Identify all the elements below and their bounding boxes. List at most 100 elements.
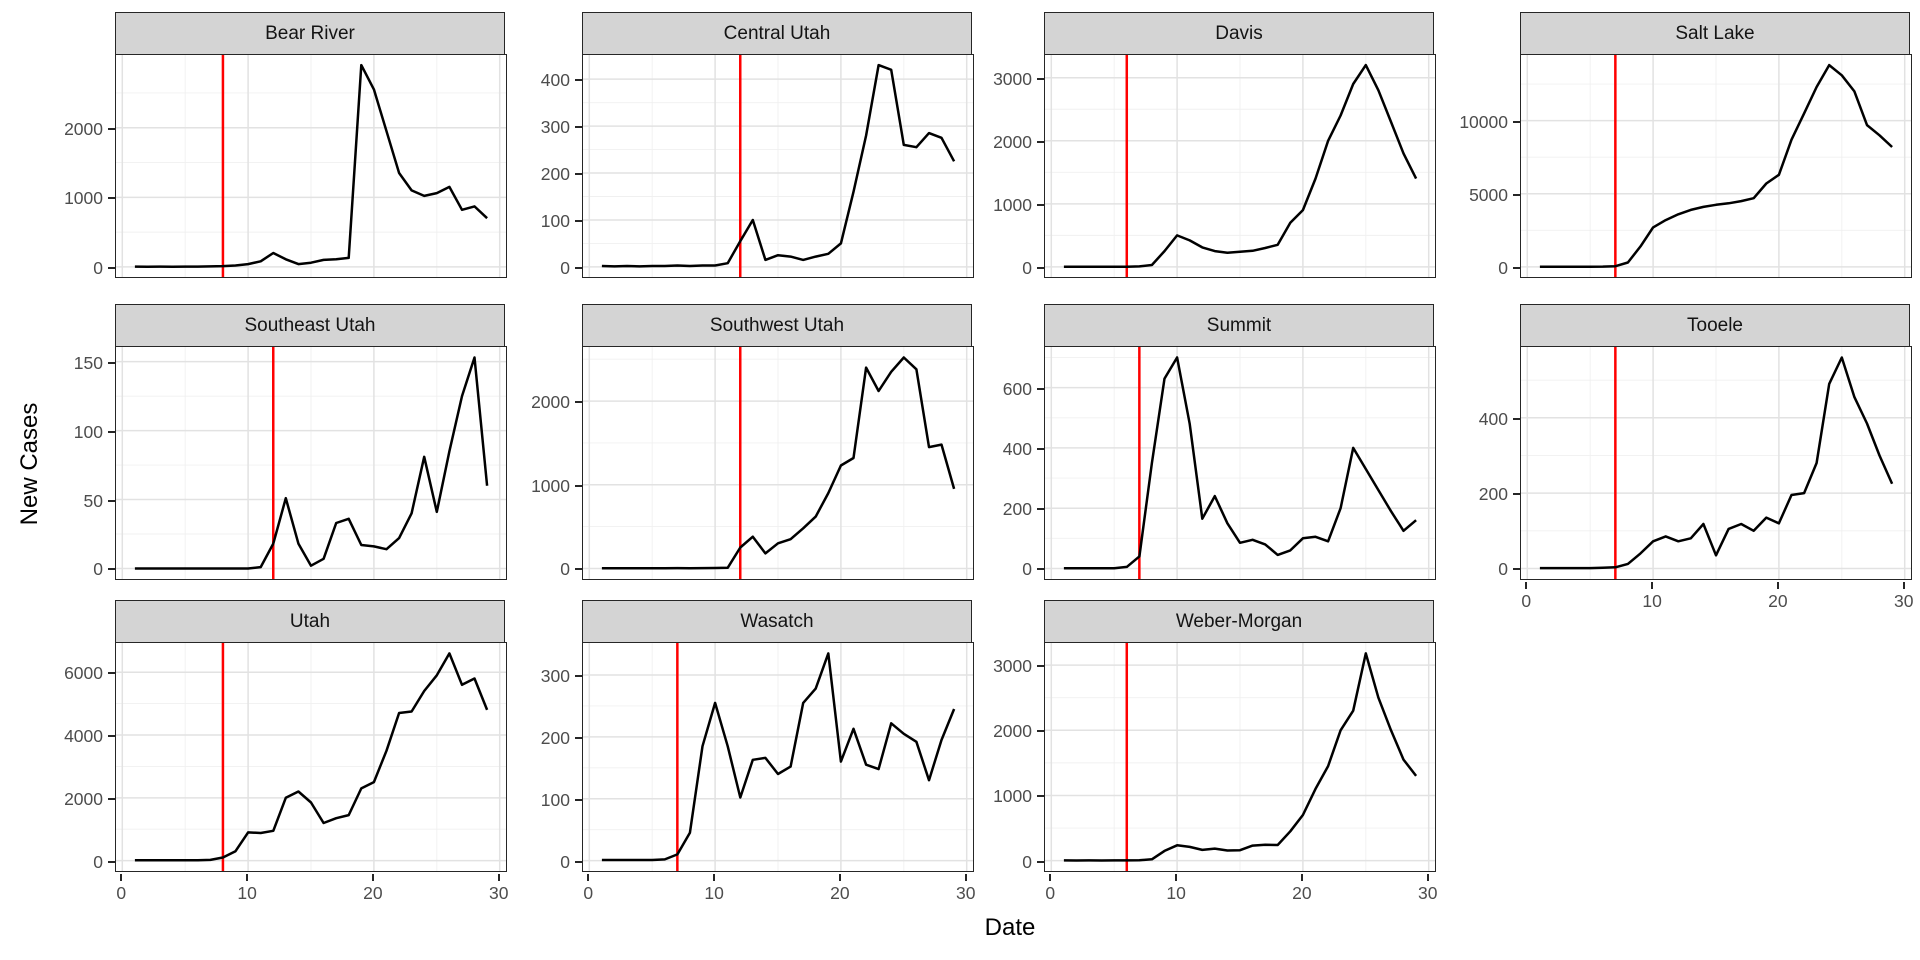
plot-area-davis: [1044, 53, 1436, 278]
y-tick-mark: [575, 79, 582, 82]
facet-strip-summit: Summit: [1044, 304, 1434, 347]
facet-strip-tooele: Tooele: [1520, 304, 1910, 347]
y-tick-label: 0: [93, 559, 103, 580]
facet-panel-salt-lake: Salt Lake 0 5000 10000: [1459, 12, 1912, 278]
y-tick-mark: [575, 401, 582, 404]
y-tick-label: 100: [540, 789, 570, 810]
y-tick-label: 2000: [64, 788, 103, 809]
x-tick-mark: [497, 873, 500, 881]
panel-canvas-southeast-utah: [116, 346, 506, 579]
x-tick-mark: [1426, 873, 1429, 881]
x-axis-title: Date: [984, 914, 1036, 941]
x-tick-mark: [838, 873, 841, 881]
x-tick-mark: [964, 873, 967, 881]
y-tick-mark: [1037, 795, 1044, 798]
y-tick-label: 0: [1498, 559, 1508, 580]
y-tick-label: 1000: [64, 188, 103, 209]
y-tick-mark: [108, 430, 115, 433]
y-tick-label: 0: [1498, 257, 1508, 278]
y-tick-label: 600: [1002, 378, 1032, 399]
x-tick-label: 20: [363, 883, 383, 903]
y-tick-mark: [108, 361, 115, 364]
y-tick-mark: [1037, 77, 1044, 80]
series-line-summit: [1063, 355, 1417, 569]
y-tick-label: 2000: [64, 118, 103, 139]
x-tick-mark: [120, 873, 123, 881]
y-tick-label: 2000: [993, 721, 1032, 742]
x-tick-label: 0: [116, 883, 127, 903]
y-tick-mark: [1513, 193, 1520, 196]
panel-canvas-central-utah: [583, 54, 973, 277]
plot-area-weber-morgan: [1044, 641, 1436, 872]
facet-panel-wasatch: Wasatch 0 100 200 300 0 10 20 30: [541, 600, 975, 903]
y-tick-mark: [1037, 730, 1044, 733]
y-tick-mark: [1037, 203, 1044, 206]
panel-canvas-davis: [1045, 54, 1435, 277]
y-tick-label: 0: [560, 851, 570, 872]
y-tick-mark: [575, 173, 582, 176]
y-tick-mark: [108, 266, 115, 269]
y-tick-label: 6000: [64, 663, 103, 684]
y-tick-mark: [1037, 140, 1044, 143]
x-tick-label: 10: [704, 883, 724, 903]
x-tick-label: 0: [1521, 591, 1532, 611]
y-tick-label: 4000: [64, 726, 103, 747]
series-line-tooele: [1539, 355, 1894, 569]
y-tick-mark: [1037, 568, 1044, 571]
facet-panel-tooele: Tooele 0 200 400 0 10 20 30: [1479, 304, 1913, 611]
x-tick-label: 10: [237, 883, 257, 903]
y-tick-label: 3000: [993, 656, 1032, 677]
y-tick-label: 0: [93, 851, 103, 872]
x-tick-label: 10: [1642, 591, 1662, 611]
y-tick-label: 150: [73, 352, 103, 373]
facet-strip-weber-morgan: Weber-Morgan: [1044, 600, 1434, 643]
y-tick-label: 2000: [531, 392, 570, 413]
y-tick-label: 0: [560, 559, 570, 580]
facet-strip-wasatch: Wasatch: [582, 600, 972, 643]
x-tick-label: 30: [1893, 591, 1914, 611]
y-tick-label: 100: [73, 421, 103, 442]
y-tick-mark: [108, 797, 115, 800]
facet-strip-salt-lake: Salt Lake: [1520, 12, 1910, 55]
panel-canvas-weber-morgan: [1045, 642, 1435, 871]
y-tick-mark: [108, 568, 115, 571]
facet-strip-southeast-utah: Southeast Utah: [115, 304, 505, 347]
y-tick-mark: [108, 197, 115, 200]
y-tick-mark: [1513, 120, 1520, 123]
series-line-southeast-utah: [134, 355, 489, 570]
y-tick-mark: [1037, 387, 1044, 390]
facet-panel-weber-morgan: Weber-Morgan 0 1000 2000 3000 0 10 20 30: [993, 600, 1437, 903]
x-tick-mark: [1525, 581, 1528, 589]
y-tick-mark: [108, 735, 115, 738]
x-tick-mark: [1049, 873, 1052, 881]
facet-strip-central-utah: Central Utah: [582, 12, 972, 55]
y-tick-mark: [575, 266, 582, 269]
y-tick-label: 100: [540, 210, 570, 231]
panel-canvas-tooele: [1521, 346, 1911, 579]
y-tick-label: 5000: [1469, 184, 1508, 205]
panel-canvas-summit: [1045, 346, 1435, 579]
y-tick-mark: [108, 499, 115, 502]
series-line-salt-lake: [1539, 63, 1893, 268]
x-tick-label: 30: [955, 883, 976, 903]
plot-area-bear-river: [115, 53, 507, 278]
facet-panel-utah: Utah 0 2000 4000 6000 0 10 20 30: [64, 600, 508, 903]
y-tick-label: 200: [1478, 484, 1508, 505]
panel-canvas-utah: [116, 642, 506, 871]
panel-canvas-salt-lake: [1521, 54, 1911, 277]
facet-panel-summit: Summit 0 200 400 600: [1003, 304, 1436, 580]
series-line-southwest-utah: [601, 355, 956, 570]
plot-area-tooele: [1520, 345, 1912, 580]
y-tick-label: 400: [1002, 438, 1032, 459]
plot-area-central-utah: [582, 53, 974, 278]
facet-panel-southeast-utah: Southeast Utah 0 50 100 150: [74, 304, 507, 580]
x-tick-label: 30: [488, 883, 509, 903]
panel-canvas-southwest-utah: [583, 346, 973, 579]
y-tick-label: 0: [560, 257, 570, 278]
facet-strip-southwest-utah: Southwest Utah: [582, 304, 972, 347]
y-tick-mark: [1037, 266, 1044, 269]
y-tick-label: 0: [1022, 257, 1032, 278]
y-tick-mark: [575, 736, 582, 739]
y-tick-label: 1000: [993, 194, 1032, 215]
y-tick-mark: [575, 568, 582, 571]
